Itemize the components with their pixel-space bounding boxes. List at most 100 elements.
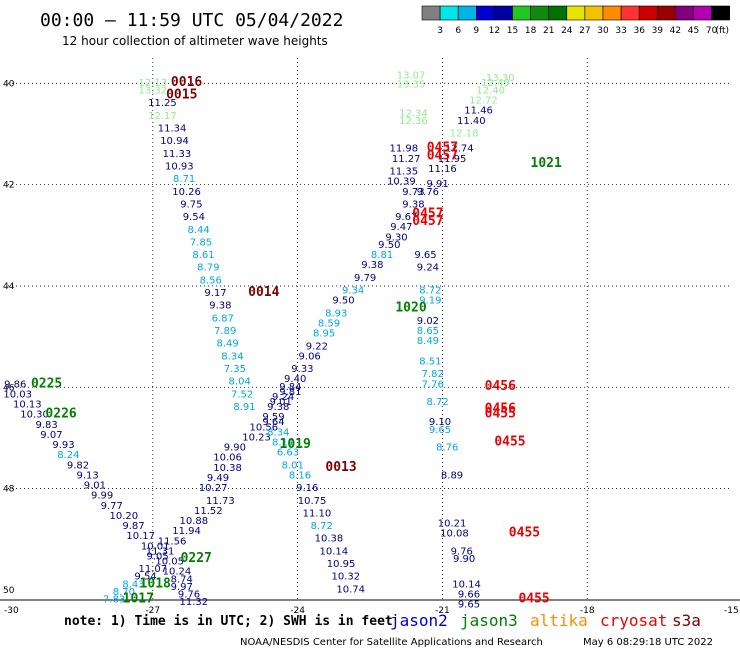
pass-label: 1019 [280, 437, 311, 452]
wave-height-value: 10.17 [126, 531, 155, 542]
wave-height-value: 11.98 [389, 144, 418, 155]
wave-height-value: 9.90 [224, 443, 246, 454]
scale-label: 24 [561, 26, 573, 36]
wave-height-value: 12.74 [445, 144, 474, 155]
footer-timestamp: May 6 08:29:18 UTC 2022 [583, 637, 713, 648]
wave-height-value: 9.93 [52, 440, 74, 451]
wave-height-value: 9.16 [296, 483, 318, 494]
wave-height-value: 9.40 [284, 374, 306, 385]
wave-height-value: 8.43 [122, 579, 144, 590]
wave-height-value: 9.50 [378, 240, 400, 251]
wave-height-value: 9.01 [84, 481, 106, 492]
wave-height-value: 8.16 [289, 470, 311, 481]
wave-height-value: 9.47 [390, 222, 412, 233]
scale-label: 6 [455, 26, 461, 36]
wave-height-value: 10.38 [315, 534, 344, 545]
wave-height-value: 9.07 [40, 430, 62, 441]
wave-height-value: 10.74 [336, 584, 365, 595]
scale-label: 9 [473, 26, 479, 36]
lat-tick-label: 40 [3, 79, 15, 89]
pass-label: 0225 [31, 376, 62, 391]
wave-height-value: 9.54 [183, 212, 205, 223]
wave-height-value: 10.38 [213, 463, 242, 474]
wave-height-value: 10.05 [155, 557, 184, 568]
wave-height-value: 11.16 [428, 164, 457, 175]
pass-label: 0455 [518, 592, 549, 607]
pass-label: 0226 [45, 407, 76, 422]
mission-jason3: jason3 [460, 611, 518, 630]
pass-label: 0013 [325, 460, 356, 475]
wave-height-value: 9.64 [262, 417, 284, 428]
wave-height-value: 9.90 [453, 554, 475, 565]
corner-label-left: -30 [4, 606, 19, 616]
lat-tick-label: 44 [3, 282, 15, 292]
wave-height-value: 8.95 [313, 329, 335, 340]
pass-label: 0015 [166, 88, 197, 103]
wave-height-value: 10.21 [438, 519, 467, 530]
wave-height-value: 11.33 [163, 149, 192, 160]
wave-height-value: 8.89 [441, 470, 463, 481]
wave-height-value: 8.70 [113, 587, 135, 598]
wave-height-value: 8.72 [419, 286, 441, 297]
wave-height-value: 9.22 [306, 341, 328, 352]
scale-swatch [548, 5, 568, 21]
wave-height-value: 9.19 [419, 296, 441, 307]
wave-height-value: 9.38 [267, 402, 289, 413]
wave-height-value: 12.18 [450, 129, 479, 140]
wave-height-value: 9.97 [171, 582, 193, 593]
wave-height-value: 10.03 [3, 389, 32, 400]
wave-height-value: 8.74 [171, 574, 193, 585]
pass-label: 0014 [248, 285, 279, 300]
wave-height-value: 9.82 [67, 460, 89, 471]
scale-label: 18 [525, 26, 537, 36]
wave-height-value: 10.32 [332, 572, 361, 583]
wave-height-value: 10.75 [298, 496, 327, 507]
wave-height-value: 8.76 [436, 443, 458, 454]
pass-label: 0457 [427, 141, 458, 156]
wave-height-value: 12.36 [399, 116, 428, 127]
wave-height-value: 10.13 [13, 400, 42, 411]
wave-height-value: 9.13 [77, 470, 99, 481]
wave-height-value: 10.20 [110, 511, 139, 522]
wave-height-value: 6.87 [212, 313, 234, 324]
scale-label: 15 [507, 26, 518, 36]
scale-swatch [656, 5, 676, 21]
wave-height-value: 7.52 [231, 389, 253, 400]
lon-tick-label: -21 [435, 606, 450, 616]
scale-label: 70 [706, 26, 718, 36]
map-title: 00:00 — 11:59 UTC 05/04/2022 [40, 10, 343, 31]
wave-height-value: 12.72 [469, 96, 498, 107]
scale-unit-label: (ft) [715, 26, 729, 36]
wave-height-value: 9.84 [279, 382, 301, 393]
corner-label-right: -15 [724, 606, 739, 616]
wave-height-value: 9.67 [395, 212, 417, 223]
wave-height-value: 11.46 [464, 106, 493, 117]
wave-height-value: 10.24 [163, 567, 192, 578]
wave-height-value: 8.24 [57, 450, 79, 461]
wave-height-value: 9.54 [134, 572, 156, 583]
scale-swatch [620, 5, 640, 21]
wave-height-value: 10.93 [165, 161, 194, 172]
pass-label: 1020 [395, 300, 426, 315]
scale-swatch [457, 5, 477, 21]
scale-swatch [602, 5, 622, 21]
wave-height-value: 8.81 [371, 250, 393, 261]
wave-height-value: 8.59 [318, 318, 340, 329]
wave-height-value: 9.34 [342, 286, 364, 297]
scale-label: 27 [579, 26, 590, 36]
wave-height-value: 10.88 [180, 516, 209, 527]
pass-label: 0016 [171, 75, 202, 90]
scale-label: 33 [615, 26, 626, 36]
wave-height-value: 12.17 [148, 111, 177, 122]
wave-height-value: 11.31 [146, 546, 175, 557]
color-scale-bar [421, 5, 730, 21]
wave-height-value: 9.75 [180, 199, 202, 210]
wave-height-value: 10.94 [160, 136, 189, 147]
scale-swatch [675, 5, 694, 21]
scale-swatch [711, 5, 730, 21]
wave-height-value: 9.65 [429, 425, 451, 436]
wave-height-value: 9.66 [458, 589, 480, 600]
wave-height-value: 8.93 [325, 308, 347, 319]
